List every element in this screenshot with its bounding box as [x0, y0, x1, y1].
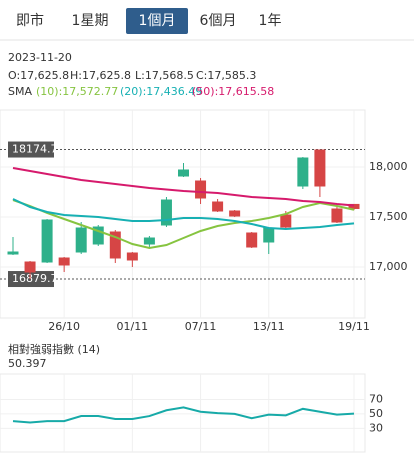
extreme-label-bg: [8, 271, 54, 288]
candle-body: [246, 232, 258, 248]
candle-body: [58, 257, 70, 266]
sma-label: SMA: [8, 85, 32, 98]
candle-body: [348, 203, 360, 209]
candle-body: [331, 208, 343, 223]
extreme-label: 16879.7: [12, 272, 58, 285]
candle-body: [75, 227, 87, 253]
candle-body: [126, 252, 138, 261]
sma-line: [12, 199, 355, 250]
candle-body: [7, 251, 19, 255]
rsi-latest: 50.397: [8, 357, 47, 370]
rsi-line: [12, 406, 355, 424]
tab[interactable]: 即市: [16, 12, 44, 29]
tab-selected-bg: [126, 8, 188, 34]
y-tick-label: 18,000: [369, 160, 408, 173]
y-tick-label: 17,500: [369, 210, 408, 223]
candle-body: [178, 169, 189, 177]
y-tick-label: 17,000: [369, 260, 408, 273]
rsi-frame: [0, 373, 366, 453]
candle-body: [229, 210, 241, 217]
x-tick-label: 07/11: [185, 320, 217, 333]
extreme-label-bg: [8, 141, 54, 158]
quote-close: C:17,585.3: [196, 69, 256, 82]
plot-frame: [0, 109, 366, 319]
x-tick-label: 19/11: [338, 320, 370, 333]
candle-body: [212, 201, 224, 212]
candle-body: [24, 261, 36, 273]
y-tick-label: 70: [369, 392, 383, 405]
quote-date: 2023-11-20: [8, 51, 72, 64]
legend-entry: (10):17,572.77: [36, 85, 118, 98]
candle-body: [280, 214, 292, 228]
sma-line: [12, 198, 355, 231]
rsi-title: 相對強弱指數 (14): [8, 342, 100, 356]
candle-body: [160, 199, 172, 226]
sma-line: [12, 167, 355, 207]
quote-open: O:17,625.8: [8, 69, 69, 82]
candle-body: [297, 157, 309, 187]
tab[interactable]: 1年: [259, 13, 282, 29]
y-tick-label: 50: [369, 407, 383, 420]
candle-body: [314, 149, 326, 187]
quote-low: L:17,568.5: [135, 69, 194, 82]
candle-body: [92, 226, 104, 245]
legend-entry: (50):17,615.58: [192, 85, 274, 98]
candle-body: [263, 227, 275, 243]
candle-body: [143, 237, 155, 245]
quote-high: H:17,625.8: [70, 69, 131, 82]
candle-body: [109, 231, 121, 259]
tab[interactable]: 1個月: [139, 13, 176, 29]
tab[interactable]: 6個月: [200, 13, 237, 29]
candle-body: [41, 219, 53, 263]
y-tick-label: 30: [369, 421, 383, 434]
x-tick-label: 01/11: [116, 320, 148, 333]
extreme-label: 18174.7: [12, 143, 58, 156]
x-tick-label: 13/11: [253, 320, 285, 333]
tab[interactable]: 1星期: [72, 13, 109, 29]
candle-body: [195, 180, 207, 199]
x-tick-label: 26/10: [48, 320, 80, 333]
legend-entry: (20):17,436.49: [120, 85, 202, 98]
